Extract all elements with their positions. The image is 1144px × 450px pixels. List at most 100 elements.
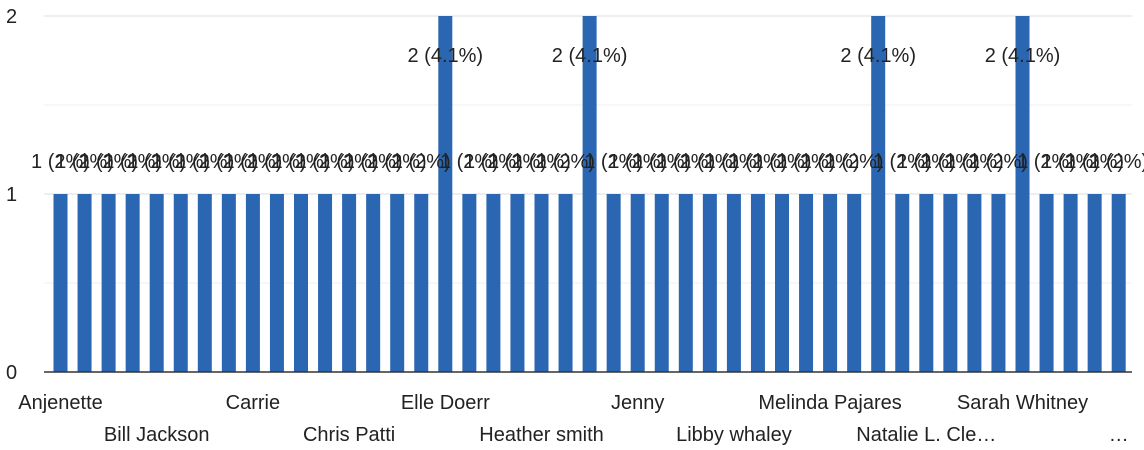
data-label: 1 (2%) xyxy=(103,151,162,173)
bar xyxy=(438,16,453,372)
data-label: 1 (2%) xyxy=(1089,151,1144,173)
data-label: 1 (2%) xyxy=(728,151,787,173)
x-category-label: Natalie L. Cle… xyxy=(856,424,996,446)
bar xyxy=(390,194,405,372)
x-category-label: Sarah Whitney xyxy=(957,392,1088,414)
data-label: 1 (2%) xyxy=(31,151,90,173)
data-labels: 1 (2%)1 (2%)1 (2%)1 (2%)1 (2%)1 (2%)1 (2… xyxy=(31,45,1144,173)
bar xyxy=(221,194,236,372)
data-label: 1 (2%) xyxy=(753,151,812,173)
bar xyxy=(53,194,68,372)
y-tick-label: 1 xyxy=(6,184,17,206)
bar xyxy=(943,194,958,372)
y-tick-label: 2 xyxy=(6,6,17,28)
bar xyxy=(847,194,862,372)
data-label: 1 (2%) xyxy=(656,151,715,173)
data-label: 1 (2%) xyxy=(127,151,186,173)
data-label: 1 (2%) xyxy=(175,151,234,173)
data-label: 1 (2%) xyxy=(55,151,114,173)
x-category-label: Carrie xyxy=(226,392,280,414)
bar xyxy=(1087,194,1102,372)
data-label: 2 (4.1%) xyxy=(408,45,484,67)
data-label: 1 (2%) xyxy=(247,151,306,173)
data-label: 1 (2%) xyxy=(344,151,403,173)
bar xyxy=(799,194,814,372)
data-label: 1 (2%) xyxy=(945,151,1004,173)
data-label: 1 (2%) xyxy=(680,151,739,173)
bar xyxy=(245,194,260,372)
bar xyxy=(342,194,357,372)
bar xyxy=(895,194,910,372)
bar xyxy=(149,194,164,372)
bar xyxy=(654,194,669,372)
data-label: 1 (2%) xyxy=(79,151,138,173)
bar xyxy=(510,194,525,372)
bar xyxy=(1015,16,1030,372)
bar xyxy=(462,194,477,372)
bar xyxy=(101,194,116,372)
bar xyxy=(1111,194,1126,372)
bar xyxy=(1063,194,1078,372)
y-tick-label: 0 xyxy=(6,362,17,384)
bar xyxy=(775,194,789,372)
data-label: 1 (2%) xyxy=(632,151,691,173)
data-label: 1 (2%) xyxy=(464,151,523,173)
data-label: 1 (2%) xyxy=(272,151,331,173)
data-label: 1 (2%) xyxy=(873,151,932,173)
bar xyxy=(582,16,597,372)
bar xyxy=(678,194,693,372)
y-axis: 0 1 2 xyxy=(6,6,17,384)
data-label: 1 (2%) xyxy=(199,151,258,173)
x-category-label: Jenny xyxy=(611,392,664,414)
bar xyxy=(702,194,717,372)
data-label: 1 (2%) xyxy=(801,151,860,173)
bar xyxy=(823,194,838,372)
bar xyxy=(486,194,501,372)
x-category-label: … xyxy=(1109,424,1129,446)
data-label: 1 (2%) xyxy=(1041,151,1100,173)
x-category-label: Libby whaley xyxy=(676,424,792,446)
bar xyxy=(318,194,333,372)
data-label: 1 (2%) xyxy=(777,151,836,173)
data-label: 2 (4.1%) xyxy=(985,45,1061,67)
data-label: 1 (2%) xyxy=(584,151,643,173)
bar xyxy=(871,16,886,372)
x-category-label: Anjenette xyxy=(18,392,103,414)
bar xyxy=(558,194,573,372)
x-category-label: Bill Jackson xyxy=(104,424,210,446)
bar xyxy=(414,194,429,372)
data-label: 1 (2%) xyxy=(825,151,884,173)
bar xyxy=(630,194,645,372)
bar xyxy=(606,194,621,372)
bar xyxy=(726,194,741,372)
bar xyxy=(125,194,140,372)
bar xyxy=(1039,194,1054,372)
data-label: 1 (2%) xyxy=(897,151,956,173)
bar xyxy=(750,194,765,372)
data-label: 1 (2%) xyxy=(320,151,379,173)
x-category-label: Elle Doerr xyxy=(401,392,490,414)
data-label: 1 (2%) xyxy=(969,151,1028,173)
data-label: 1 (2%) xyxy=(296,151,355,173)
bar xyxy=(991,194,1006,372)
data-label: 1 (2%) xyxy=(512,151,571,173)
data-label: 1 (2%) xyxy=(488,151,547,173)
bar xyxy=(534,194,549,372)
data-label: 1 (2%) xyxy=(536,151,595,173)
data-label: 2 (4.1%) xyxy=(552,45,628,67)
data-label: 1 (2%) xyxy=(440,151,499,173)
x-category-label: Heather smith xyxy=(479,424,604,446)
data-label: 1 (2%) xyxy=(1017,151,1076,173)
data-label: 1 (2%) xyxy=(368,151,427,173)
bar xyxy=(77,194,92,372)
data-label: 1 (2%) xyxy=(223,151,282,173)
data-label: 1 (2%) xyxy=(151,151,210,173)
bar xyxy=(197,194,212,372)
x-category-label: Melinda Pajares xyxy=(758,392,901,414)
bar xyxy=(366,194,381,372)
x-category-label: Chris Patti xyxy=(303,424,395,446)
bar xyxy=(967,194,982,372)
data-label: 1 (2%) xyxy=(392,151,451,173)
